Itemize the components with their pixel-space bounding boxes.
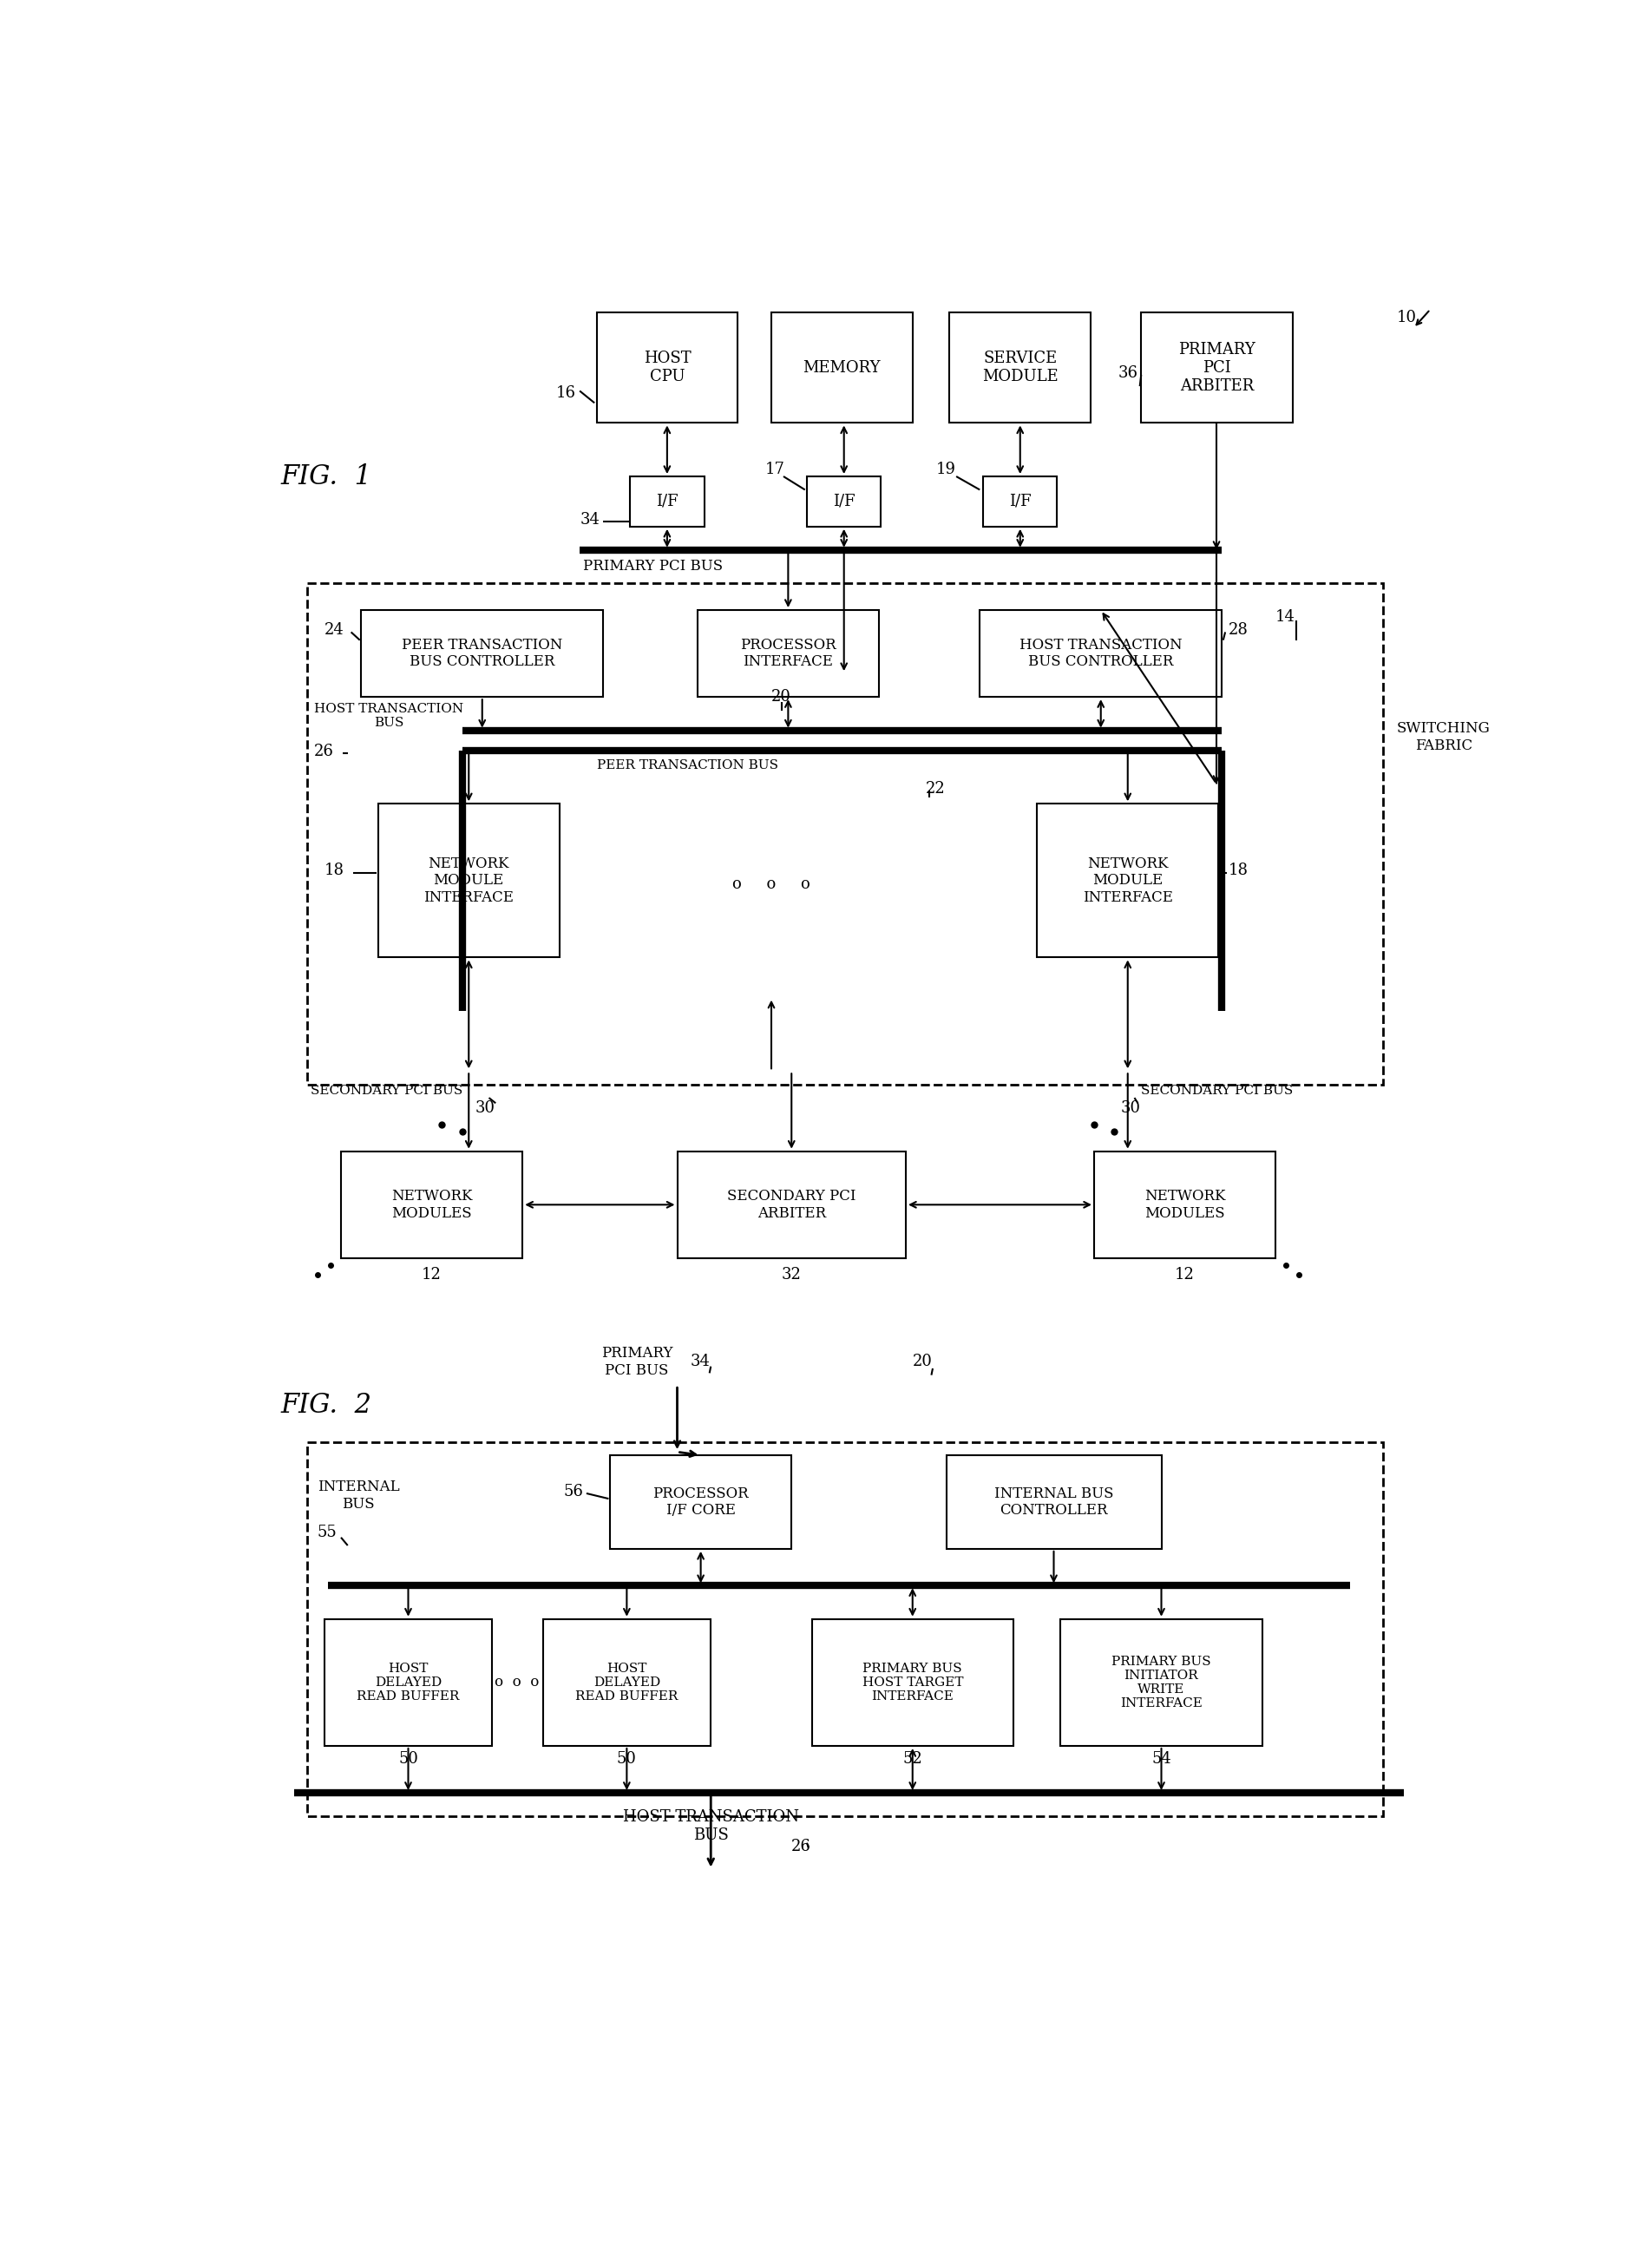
Bar	[340, 1151, 522, 1259]
Text: 14: 14	[1275, 608, 1295, 624]
Text: 20: 20	[771, 689, 791, 705]
Text: NETWORK
MODULES: NETWORK MODULES	[1145, 1189, 1226, 1221]
Bar	[697, 610, 879, 698]
Text: 19: 19	[937, 462, 957, 478]
Bar	[677, 1151, 905, 1259]
Bar	[1142, 312, 1292, 422]
Text: PRIMARY BUS
INITIATOR
WRITE
INTERFACE: PRIMARY BUS INITIATOR WRITE INTERFACE	[1112, 1656, 1211, 1710]
Bar	[1061, 1618, 1262, 1746]
Text: PRIMARY BUS
HOST TARGET
INTERFACE: PRIMARY BUS HOST TARGET INTERFACE	[862, 1663, 963, 1703]
Text: 26: 26	[314, 745, 334, 758]
Text: 12: 12	[1175, 1268, 1194, 1284]
Text: PROCESSOR
I/F CORE: PROCESSOR I/F CORE	[653, 1486, 748, 1517]
Text: SERVICE
MODULE: SERVICE MODULE	[981, 350, 1059, 384]
Text: NETWORK
MODULE
INTERFACE: NETWORK MODULE INTERFACE	[423, 857, 514, 904]
Text: PEER TRANSACTION
BUS CONTROLLER: PEER TRANSACTION BUS CONTROLLER	[401, 637, 563, 669]
Bar	[980, 610, 1222, 698]
Bar	[1094, 1151, 1275, 1259]
Bar	[324, 1618, 492, 1746]
Text: 24: 24	[324, 622, 344, 637]
Text: INTERNAL
BUS: INTERNAL BUS	[317, 1479, 400, 1510]
Text: 26: 26	[791, 1838, 811, 1854]
Text: 32: 32	[781, 1268, 801, 1284]
Bar	[1037, 803, 1219, 958]
Bar	[544, 1618, 710, 1746]
Text: HOST TRANSACTION
BUS: HOST TRANSACTION BUS	[623, 1809, 800, 1842]
Text: 52: 52	[902, 1753, 922, 1766]
Text: HOST TRANSACTION
BUS: HOST TRANSACTION BUS	[314, 702, 464, 729]
Text: 54: 54	[1151, 1753, 1171, 1766]
Text: 28: 28	[1229, 622, 1249, 637]
Text: 20: 20	[912, 1353, 932, 1369]
Text: 56: 56	[563, 1483, 583, 1499]
Text: I/F: I/F	[833, 494, 856, 509]
Bar	[362, 610, 603, 698]
Bar	[610, 1456, 791, 1548]
Text: 18: 18	[1229, 864, 1249, 877]
Text: PRIMARY
PCI BUS: PRIMARY PCI BUS	[601, 1346, 672, 1378]
Text: 50: 50	[616, 1753, 636, 1766]
Text: FIG.  2: FIG. 2	[281, 1391, 372, 1418]
Text: FIG.  1: FIG. 1	[281, 462, 372, 489]
Bar	[596, 312, 738, 422]
Text: PRIMARY PCI BUS: PRIMARY PCI BUS	[583, 559, 724, 574]
Text: 55: 55	[317, 1524, 337, 1539]
Text: SECONDARY PCI
ARBITER: SECONDARY PCI ARBITER	[727, 1189, 856, 1221]
Text: 34: 34	[580, 512, 600, 527]
Text: I/F: I/F	[1009, 494, 1031, 509]
Bar	[307, 1443, 1383, 1815]
Text: MEMORY: MEMORY	[803, 359, 881, 375]
Text: SWITCHING
FABRIC: SWITCHING FABRIC	[1396, 720, 1490, 754]
Text: PRIMARY
PCI
ARBITER: PRIMARY PCI ARBITER	[1178, 341, 1256, 393]
Text: 17: 17	[765, 462, 785, 478]
Bar	[629, 476, 704, 527]
Bar	[811, 1618, 1013, 1746]
Text: 22: 22	[927, 781, 945, 797]
Text: PEER TRANSACTION BUS: PEER TRANSACTION BUS	[596, 758, 778, 772]
Text: 36: 36	[1118, 366, 1138, 381]
Text: NETWORK
MODULES: NETWORK MODULES	[392, 1189, 472, 1221]
Text: HOST
DELAYED
READ BUFFER: HOST DELAYED READ BUFFER	[357, 1663, 459, 1703]
Text: 18: 18	[324, 864, 344, 877]
Text: INTERNAL BUS
CONTROLLER: INTERNAL BUS CONTROLLER	[995, 1486, 1113, 1517]
Text: HOST
CPU: HOST CPU	[643, 350, 691, 384]
Text: o     o     o: o o o	[732, 875, 809, 891]
Text: 34: 34	[691, 1353, 710, 1369]
Bar	[378, 803, 560, 958]
Bar	[947, 1456, 1161, 1548]
Text: HOST
DELAYED
READ BUFFER: HOST DELAYED READ BUFFER	[575, 1663, 677, 1703]
Bar	[307, 583, 1383, 1084]
Text: NETWORK
MODULE
INTERFACE: NETWORK MODULE INTERFACE	[1082, 857, 1173, 904]
Text: 10: 10	[1396, 310, 1417, 325]
Bar	[771, 312, 912, 422]
Text: HOST TRANSACTION
BUS CONTROLLER: HOST TRANSACTION BUS CONTROLLER	[1019, 637, 1183, 669]
Text: I/F: I/F	[656, 494, 679, 509]
Text: 12: 12	[421, 1268, 441, 1284]
Text: 16: 16	[557, 386, 577, 402]
Bar	[806, 476, 881, 527]
Text: PROCESSOR
INTERFACE: PROCESSOR INTERFACE	[740, 637, 836, 669]
Bar	[983, 476, 1057, 527]
Text: 30: 30	[1122, 1100, 1142, 1115]
Text: SECONDARY PCI BUS: SECONDARY PCI BUS	[1142, 1086, 1294, 1097]
Text: 30: 30	[476, 1100, 496, 1115]
Text: SECONDARY PCI BUS: SECONDARY PCI BUS	[311, 1086, 463, 1097]
Text: o  o  o: o o o	[496, 1674, 540, 1690]
Bar	[950, 312, 1090, 422]
Text: 50: 50	[398, 1753, 418, 1766]
